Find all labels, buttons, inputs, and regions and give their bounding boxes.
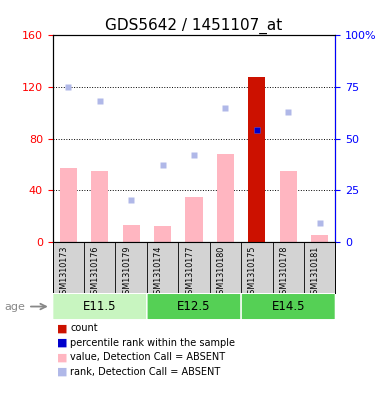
- Bar: [60, 168, 77, 242]
- Text: GSM1310174: GSM1310174: [154, 246, 163, 299]
- Text: rank, Detection Call = ABSENT: rank, Detection Call = ABSENT: [70, 367, 220, 377]
- Text: ■: ■: [57, 323, 67, 333]
- Text: ■: ■: [57, 338, 67, 348]
- Title: GDS5642 / 1451107_at: GDS5642 / 1451107_at: [105, 18, 283, 34]
- Text: GSM1310177: GSM1310177: [185, 246, 194, 299]
- Text: GSM1310181: GSM1310181: [311, 246, 320, 299]
- FancyBboxPatch shape: [241, 293, 335, 320]
- Bar: [91, 171, 108, 242]
- Bar: [248, 77, 266, 242]
- Text: GSM1310176: GSM1310176: [91, 246, 100, 299]
- Bar: [185, 196, 203, 242]
- Text: age: age: [4, 301, 25, 312]
- Bar: [248, 77, 266, 242]
- FancyBboxPatch shape: [53, 293, 147, 320]
- FancyBboxPatch shape: [147, 293, 241, 320]
- Text: GSM1310180: GSM1310180: [216, 246, 225, 299]
- Text: count: count: [70, 323, 98, 333]
- Bar: [311, 235, 328, 242]
- Text: ■: ■: [57, 367, 67, 377]
- Text: GSM1310175: GSM1310175: [248, 246, 257, 299]
- Text: GSM1310178: GSM1310178: [279, 246, 288, 299]
- Text: percentile rank within the sample: percentile rank within the sample: [70, 338, 235, 348]
- Bar: [154, 226, 171, 242]
- Bar: [122, 225, 140, 242]
- Text: E11.5: E11.5: [83, 300, 117, 313]
- Text: value, Detection Call = ABSENT: value, Detection Call = ABSENT: [70, 352, 225, 362]
- Text: ■: ■: [57, 352, 67, 362]
- Bar: [280, 171, 297, 242]
- Text: E14.5: E14.5: [271, 300, 305, 313]
- Bar: [217, 154, 234, 242]
- Text: E12.5: E12.5: [177, 300, 211, 313]
- Text: GSM1310179: GSM1310179: [122, 246, 131, 299]
- Text: GSM1310173: GSM1310173: [59, 246, 68, 299]
